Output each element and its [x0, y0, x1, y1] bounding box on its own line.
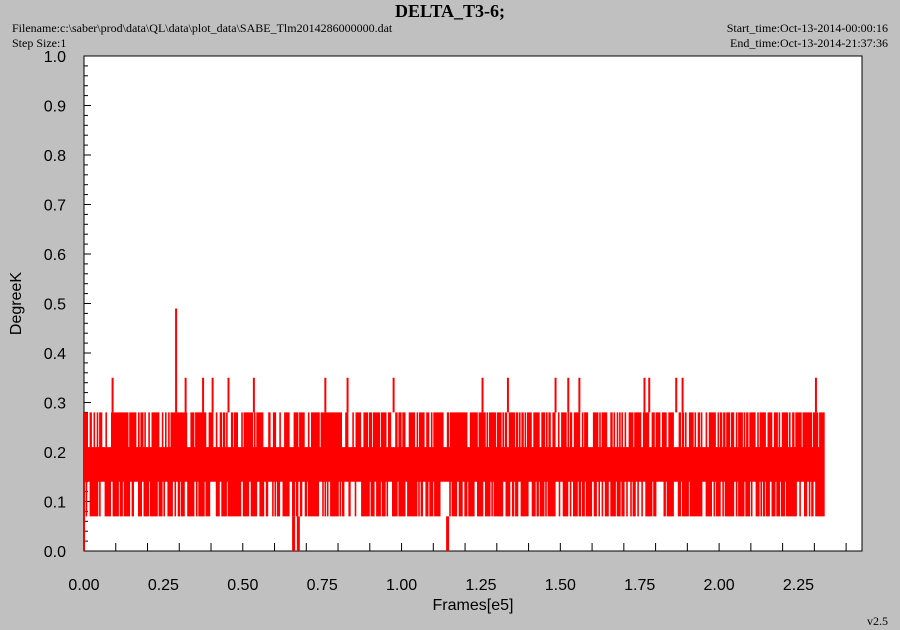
y-axis-label: DegreeK	[8, 272, 25, 335]
y-tick-label: 0.9	[44, 99, 66, 116]
y-tick-label: 0.3	[44, 396, 66, 413]
x-tick-label: 1.00	[386, 577, 417, 594]
x-tick-label: 0.25	[148, 577, 179, 594]
x-tick-label: 1.25	[465, 577, 496, 594]
y-tick-label: 0.8	[44, 148, 66, 165]
filename-label: Filename:c:\saber\prod\data\QL\data\plot…	[12, 21, 393, 35]
x-tick-label: 1.75	[624, 577, 655, 594]
y-tick-label: 0.1	[44, 495, 66, 512]
y-tick-label: 0.0	[44, 544, 66, 561]
start-time-label: Start_time:Oct-13-2014-00:00:16	[726, 21, 888, 35]
end-time-label: End_time:Oct-13-2014-21:37:36	[730, 36, 888, 50]
y-tick-label: 0.2	[44, 445, 66, 462]
version-label: v2.5	[867, 614, 888, 628]
x-tick-label: 0.00	[68, 577, 99, 594]
y-tick-label: 0.6	[44, 247, 66, 264]
x-tick-label: 0.75	[307, 577, 338, 594]
x-tick-label: 0.50	[227, 577, 258, 594]
chart-title: DELTA_T3-6;	[394, 1, 506, 21]
series-red	[83, 308, 825, 551]
x-tick-label: 2.25	[783, 577, 814, 594]
x-tick-label: 1.50	[545, 577, 576, 594]
y-tick-label: 1.0	[44, 49, 66, 66]
x-tick-label: 2.00	[704, 577, 735, 594]
axis-ticks	[83, 55, 847, 552]
y-tick-label: 0.7	[44, 198, 66, 215]
y-tick-label: 0.5	[44, 297, 66, 314]
step-size-label: Step Size:1	[12, 36, 67, 50]
x-axis-label: Frames[e5]	[433, 597, 514, 614]
y-tick-label: 0.4	[44, 346, 66, 363]
tick-labels: 0.0 0.1 0.2 0.3 0.4 0.5 0.6 0.7 0.8 0.9 1.0 0.00 0.2…	[44, 49, 814, 594]
